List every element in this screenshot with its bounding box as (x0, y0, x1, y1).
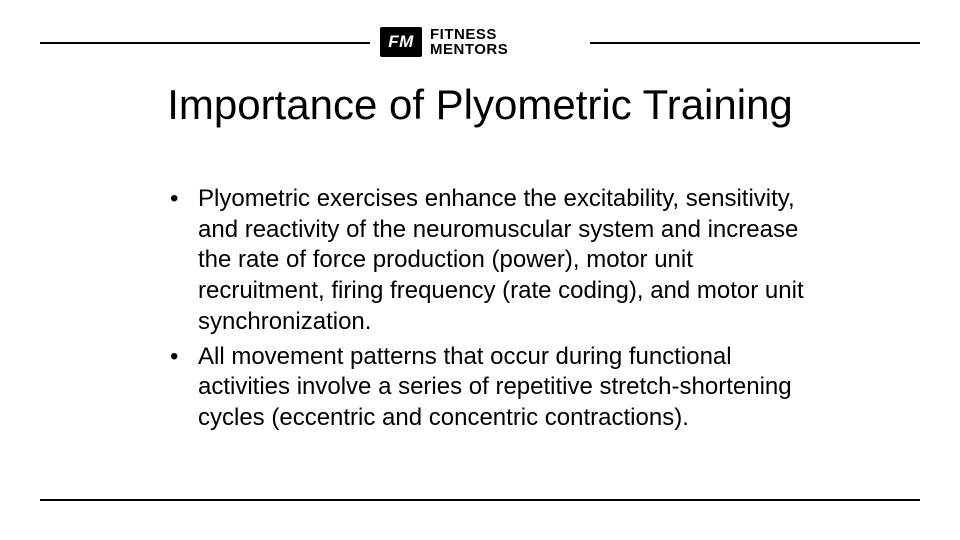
bullet-item: Plyometric exercises enhance the excitab… (170, 184, 820, 338)
slide: FM FITNESS MENTORS Importance of Plyomet… (0, 0, 960, 540)
logo-text-line2: MENTORS (430, 42, 508, 57)
bullet-list: Plyometric exercises enhance the excitab… (170, 184, 820, 434)
slide-body: Plyometric exercises enhance the excitab… (170, 184, 820, 438)
bullet-item: All movement patterns that occur during … (170, 342, 820, 434)
logo-mark: FM (380, 27, 422, 57)
header-rule-left (40, 42, 370, 44)
brand-logo: FM FITNESS MENTORS (380, 20, 580, 64)
footer-rule (40, 499, 920, 501)
slide-title: Importance of Plyometric Training (0, 82, 960, 128)
header-rule-right (590, 42, 920, 44)
logo-text-line1: FITNESS (430, 27, 508, 42)
logo-text: FITNESS MENTORS (430, 27, 508, 57)
